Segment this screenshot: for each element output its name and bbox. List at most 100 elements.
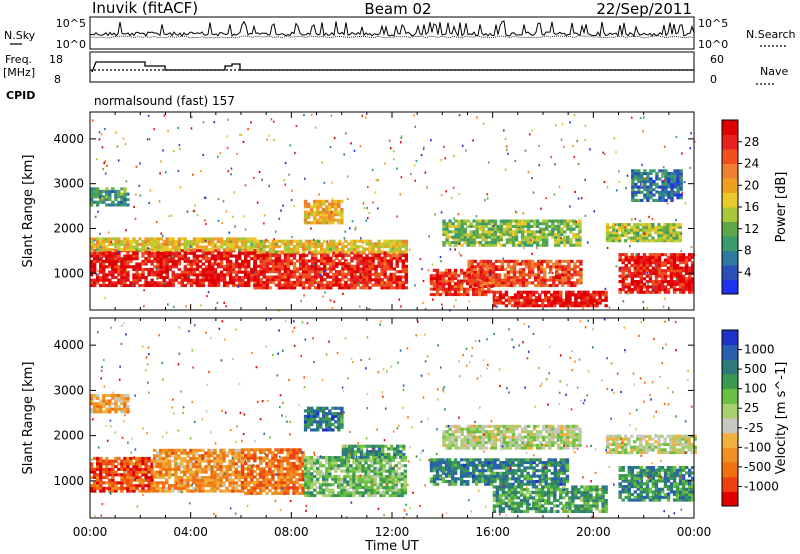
- power-scatter-cell: [196, 214, 199, 217]
- velocity-cell: [280, 475, 284, 479]
- velocity-cell: [219, 459, 223, 463]
- power-cell: [621, 288, 625, 292]
- power-cell: [283, 283, 288, 287]
- power-cell: [527, 267, 532, 271]
- power-cell: [663, 253, 668, 257]
- power-cell: [667, 190, 671, 194]
- power-cell: [608, 236, 613, 240]
- power-cell: [168, 278, 172, 282]
- velocity-cell: [165, 467, 169, 471]
- velocity-cell: [99, 486, 103, 490]
- power-cell: [657, 288, 662, 292]
- power-cell: [295, 275, 300, 279]
- power-scatter-cell: [441, 303, 443, 306]
- power-scatter-cell: [602, 151, 604, 154]
- velocity-cell: [295, 491, 299, 495]
- power-cell: [344, 239, 348, 243]
- power-scatter-cell: [237, 285, 240, 288]
- velocity-cell: [247, 467, 251, 471]
- power-cell: [144, 284, 148, 288]
- velocity-cell: [129, 470, 133, 474]
- power-cell: [572, 235, 576, 239]
- velocity-cell: [204, 481, 208, 485]
- power-scatter-cell: [247, 128, 249, 131]
- power-cell: [392, 250, 396, 254]
- power-cell: [317, 250, 321, 254]
- velocity-cell: [219, 489, 223, 493]
- power-cell: [672, 233, 676, 237]
- power-cell: [679, 193, 683, 197]
- power-cell: [93, 262, 97, 266]
- power-cell: [678, 277, 683, 281]
- power-cell: [225, 242, 230, 246]
- velocity-cell: [198, 462, 202, 466]
- power-cell: [457, 230, 461, 234]
- power-cell: [459, 279, 464, 283]
- power-cell: [303, 218, 308, 222]
- power-cell: [102, 267, 106, 271]
- velocity-cell: [162, 448, 166, 452]
- power-scatter-cell: [640, 184, 643, 187]
- power-cell: [521, 284, 526, 288]
- velocity-cell: [189, 473, 193, 477]
- power-cell: [153, 284, 157, 288]
- power-cell: [304, 245, 309, 249]
- velocity-cell: [155, 484, 160, 488]
- velocity-cell: [111, 489, 115, 493]
- power-cell: [177, 251, 182, 255]
- power-cell: [627, 282, 632, 286]
- velocity-cell: [186, 467, 190, 471]
- power-cell: [673, 185, 677, 189]
- power-cell: [506, 259, 511, 263]
- power-scatter-cell: [466, 271, 469, 275]
- power-cell: [117, 200, 121, 204]
- power-cell: [310, 205, 314, 209]
- power-cell: [586, 304, 590, 308]
- power-cell: [304, 280, 309, 284]
- power-cell: [447, 268, 452, 272]
- velocity-cell: [141, 489, 145, 493]
- power-cell: [225, 270, 230, 274]
- velocity-cell: [313, 458, 317, 462]
- power-cell: [117, 281, 121, 285]
- power-cell: [303, 199, 308, 203]
- power-cell: [238, 251, 242, 255]
- velocity-cell: [216, 462, 220, 466]
- noise-right-tick-bottom: 10^0: [698, 38, 728, 51]
- power-cell: [271, 239, 276, 243]
- power-cell: [277, 245, 282, 249]
- power-cell: [326, 283, 330, 287]
- power-cell: [286, 272, 291, 276]
- power-cell: [314, 264, 318, 268]
- velocity-cell: [174, 481, 178, 485]
- power-cell: [289, 270, 294, 274]
- power-cell: [642, 228, 646, 232]
- velocity-cell: [219, 473, 223, 477]
- velocity-cell: [114, 456, 118, 461]
- power-cell: [551, 230, 555, 234]
- power-cell: [216, 248, 221, 252]
- velocity-cell: [168, 489, 172, 493]
- power-cell: [238, 278, 242, 282]
- power-cell: [487, 241, 492, 245]
- velocity-cell: [216, 467, 220, 471]
- power-cell: [460, 238, 464, 242]
- power-cell: [162, 251, 166, 255]
- power-cell: [201, 270, 206, 274]
- power-cell: [478, 243, 483, 247]
- power-cell: [168, 248, 172, 252]
- power-cell: [634, 172, 638, 176]
- power-cell: [241, 284, 245, 288]
- velocity-cell: [138, 478, 142, 482]
- power-cell: [168, 254, 172, 258]
- power-cell: [389, 256, 393, 260]
- power-cell: [672, 266, 677, 270]
- power-scatter-cell: [167, 303, 169, 306]
- power-cell: [262, 283, 267, 287]
- velocity-cell: [102, 462, 106, 466]
- power-cell: [563, 241, 567, 245]
- power-scatter-cell: [616, 230, 618, 233]
- power-cell: [586, 290, 590, 294]
- power-cell: [532, 230, 537, 234]
- velocity-cell: [135, 486, 139, 490]
